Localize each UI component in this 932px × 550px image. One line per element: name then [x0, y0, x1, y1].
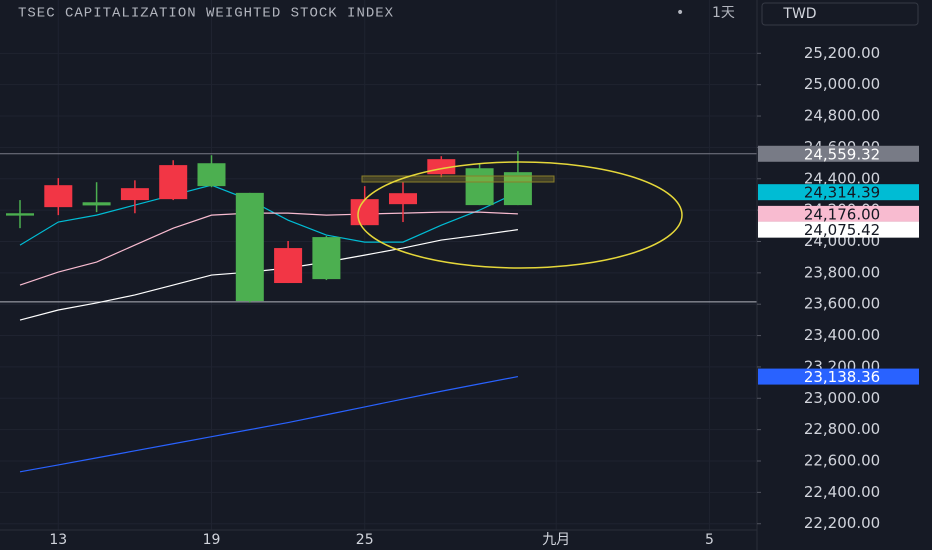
candles [6, 151, 532, 303]
ma-line [19, 229, 518, 321]
chart-title: TSEC CAPITALIZATION WEIGHTED STOCK INDEX [18, 6, 394, 22]
candle-body [6, 213, 34, 216]
candle-body [82, 202, 111, 206]
x-tick-label: 九月 [542, 532, 570, 548]
y-tick-label: 22,200.00 [804, 514, 880, 532]
price-tag [758, 205, 919, 222]
y-tick-label: 22,800.00 [804, 420, 880, 438]
ma-line [19, 184, 519, 246]
candle-body [44, 185, 73, 208]
y-tick-label: 25,200.00 [804, 44, 880, 62]
ma-line [19, 375, 519, 473]
y-tick-label: 23,000.00 [804, 389, 880, 407]
x-tick-label: 13 [49, 532, 67, 548]
y-tick-label: 23,600.00 [804, 295, 880, 313]
candle-body [312, 237, 341, 280]
currency[interactable]: TWD [782, 6, 816, 22]
price-tag-label: 24,075.42 [804, 221, 880, 239]
price-tag [758, 368, 919, 385]
candle-body [350, 199, 379, 226]
separator: • [676, 5, 684, 21]
lines [0, 153, 757, 473]
y-tick-label: 25,000.00 [804, 75, 880, 93]
candle-body [503, 172, 532, 206]
y-tick-label: 22,400.00 [804, 483, 880, 501]
price-tag-label: 24,314.39 [804, 184, 880, 202]
annotation-ellipse [357, 161, 683, 269]
y-tick-label: 24,400.00 [804, 169, 880, 187]
interval: 1天 [712, 5, 735, 21]
candle-body [465, 168, 494, 206]
candle-body [159, 165, 188, 200]
price-tag [758, 184, 919, 201]
price-tag [758, 145, 919, 162]
y-tick-label: 23,800.00 [804, 263, 880, 281]
candle-body [389, 193, 417, 205]
grid [0, 0, 757, 530]
candle-body [197, 163, 226, 187]
candle-body [235, 192, 264, 302]
ma-line [19, 211, 518, 286]
price-tag-label: 24,176.00 [804, 205, 880, 223]
candle-body [274, 248, 303, 284]
annotation-box [361, 175, 555, 183]
price-tag-label: 24,559.32 [804, 145, 880, 163]
x-tick-label: 25 [356, 532, 374, 548]
candle-body [120, 188, 149, 201]
price-tag-label: 23,138.36 [804, 368, 880, 386]
y-tick-label: 24,800.00 [804, 107, 880, 125]
y-tick-label: 23,400.00 [804, 326, 880, 344]
currency-box[interactable] [761, 2, 919, 26]
price-tag [758, 221, 919, 238]
x-tick-label: 19 [203, 532, 221, 548]
y-tick-label: 22,600.00 [804, 452, 880, 470]
x-tick-label: 5 [705, 532, 714, 548]
